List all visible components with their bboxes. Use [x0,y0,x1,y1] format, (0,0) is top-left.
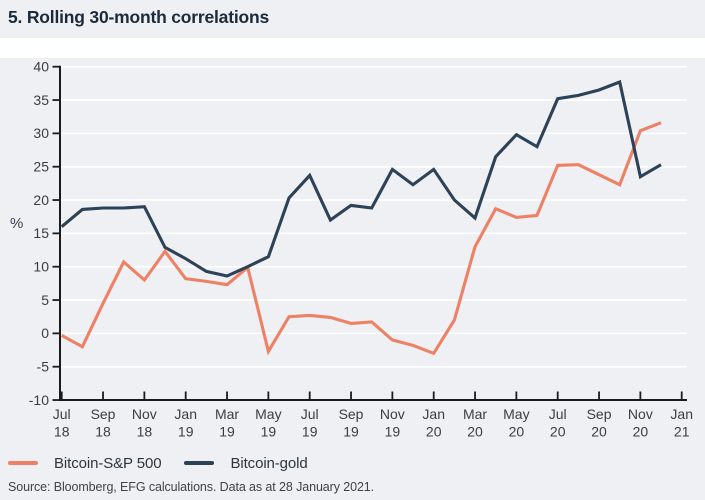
legend-item-bitcoin-gold: Bitcoin-gold [184,454,308,472]
x-tick-label-year: 18 [137,424,153,440]
y-tick-label: 30 [33,125,49,141]
x-tick-label-year: 19 [261,424,277,440]
x-tick-label-year: 18 [54,424,70,440]
y-tick-label: 40 [33,59,49,75]
x-tick-label-year: 19 [343,424,359,440]
series-line-bitcoin-gold [60,79,662,278]
x-tick-label-year: 20 [467,424,483,440]
x-tick-label-month: May [503,406,529,422]
y-axis-unit-label: % [10,215,23,232]
chart-legend: Bitcoin-S&P 500 Bitcoin-gold [8,453,308,473]
y-tick-label: 10 [33,259,49,275]
x-tick-label-year: 20 [426,424,442,440]
x-tick-label-year: 20 [509,424,525,440]
y-tick-label: 0 [41,325,49,341]
x-tick-label-month: Jul [549,406,567,422]
x-tick-label-month: Jan [174,406,197,422]
y-tick-label: 35 [33,92,49,108]
x-tick-label-year: 19 [178,424,194,440]
y-tick-label: 20 [33,192,49,208]
x-tick-label-month: Jan [422,406,445,422]
x-tick-label-month: Mar [463,406,487,422]
y-tick-label: 15 [33,225,49,241]
legend-label-bitcoin-gold: Bitcoin-gold [230,454,308,472]
x-tick-label-month: May [255,406,281,422]
x-tick-label-year: 19 [302,424,318,440]
x-tick-label-month: Jul [301,406,319,422]
x-tick-label-month: Sep [339,406,364,422]
legend-item-bitcoin-sp500: Bitcoin-S&P 500 [8,454,162,472]
legend-swatch-bitcoin-gold [184,461,215,465]
x-tick-label-year: 18 [95,424,111,440]
y-tick-label: 5 [41,292,49,308]
legend-swatch-bitcoin-sp500 [8,461,38,465]
legend-label-bitcoin-sp500: Bitcoin-S&P 500 [54,454,162,472]
x-tick-label-month: Nov [628,406,653,422]
x-tick-label-month: Sep [91,406,116,422]
x-tick-label-month: Jul [53,406,71,422]
x-tick-label-month: Jan [670,406,693,422]
x-tick-label-month: Sep [587,406,612,422]
source-note: Source: Bloomberg, EFG calculations. Dat… [8,480,375,494]
x-tick-label-month: Nov [132,406,157,422]
x-tick-label-month: Mar [215,406,239,422]
x-tick-label-year: 21 [674,424,690,440]
x-tick-label-year: 19 [385,424,401,440]
x-tick-label-month: Nov [380,406,405,422]
x-tick-label-year: 20 [550,424,566,440]
title-bar: 5. Rolling 30-month correlations [0,0,705,38]
y-tick-label: 25 [33,159,49,175]
x-tick-label-year: 20 [591,424,607,440]
chart-title: 5. Rolling 30-month correlations [8,7,269,27]
y-tick-label: -10 [29,392,49,408]
x-tick-label-year: 20 [633,424,649,440]
title-divider-band [0,38,705,58]
series-line-bitcoin-sp500 [60,121,662,356]
x-tick-label-year: 19 [219,424,235,440]
y-tick-label: -5 [37,359,50,375]
